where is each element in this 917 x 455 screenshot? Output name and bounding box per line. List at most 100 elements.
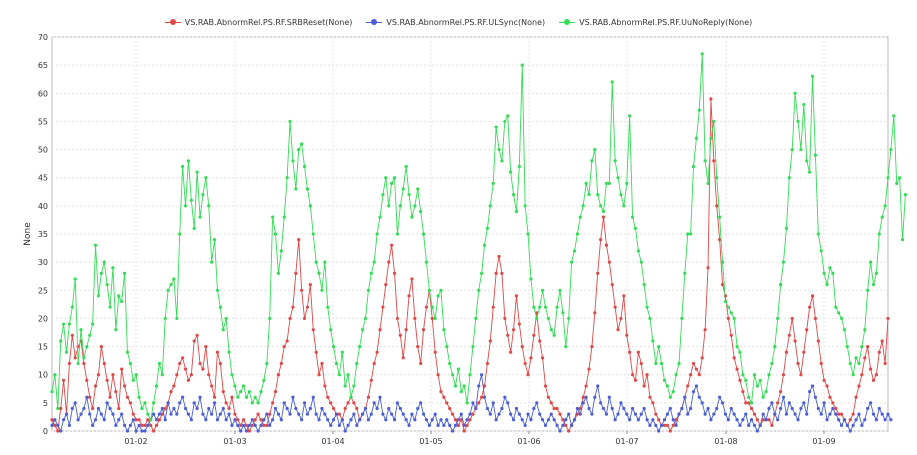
series-0-point [729, 333, 733, 337]
series-1-point [256, 429, 260, 433]
series-1-point [462, 423, 466, 427]
series-1-point [384, 418, 388, 422]
series-0-point [779, 390, 783, 394]
series-0-point [712, 159, 716, 163]
series-2-point [651, 339, 655, 343]
series-2-point [514, 209, 519, 214]
series-0-point [468, 418, 472, 422]
legend-item-ulsync[interactable]: VS.RAB.AbnormRel.PS.RF.ULSync(None) [366, 18, 545, 27]
series-2-point [523, 204, 527, 208]
series-1-point [436, 423, 440, 427]
series-1-point [453, 423, 458, 427]
series-1-point [828, 412, 832, 416]
series-0-point [828, 395, 832, 399]
series-0-point [291, 305, 295, 309]
series-0-point [860, 373, 864, 377]
series-1-point [808, 390, 812, 394]
series-1-point [477, 384, 481, 388]
series-1-point [546, 418, 550, 422]
series-0-point [738, 378, 742, 382]
series-2-point [744, 378, 748, 382]
series-0-point [601, 215, 606, 219]
series-1-point [378, 395, 382, 399]
series-0-point [500, 271, 504, 275]
series-0-point [747, 401, 751, 405]
series-2-point [456, 367, 460, 371]
series-2-point [851, 373, 855, 377]
series-1-point [175, 412, 179, 416]
series-0-point [630, 373, 635, 377]
series-2-point [241, 384, 246, 388]
series-1-point [122, 423, 127, 427]
series-2-point [596, 193, 600, 197]
series-2-point [834, 305, 838, 309]
series-0-point [462, 429, 466, 433]
series-1-point [421, 412, 426, 416]
series-1-point [552, 418, 556, 422]
series-0-point [96, 373, 101, 377]
series-2-point [726, 305, 730, 309]
series-1-point [837, 418, 841, 422]
series-0-point [250, 423, 254, 427]
series-1-point [874, 418, 878, 422]
series-0-point [300, 288, 304, 292]
series-0-point [172, 384, 176, 388]
series-2-point [149, 418, 153, 422]
series-2-point [268, 316, 272, 321]
series-0-point [125, 395, 130, 399]
series-1-point [596, 384, 600, 388]
series-2-point [630, 215, 635, 219]
legend-item-srbreset[interactable]: VS.RAB.AbnormRel.PS.RF.SRBReset(None) [164, 18, 352, 27]
legend-label-ulsync: VS.RAB.AbnormRel.PS.RF.ULSync(None) [386, 17, 546, 27]
series-0-point [874, 373, 878, 377]
series-0-point [285, 339, 289, 343]
series-0-point [355, 406, 359, 411]
series-2-point [503, 119, 507, 124]
legend-item-uunoreply[interactable]: VS.RAB.AbnormRel.PS.RF.UuNoReply(None) [559, 18, 752, 27]
series-0-point [323, 384, 327, 388]
series-1-point [587, 406, 591, 411]
series-2-point [889, 147, 893, 152]
series-1-point [648, 423, 652, 427]
series-1-point [137, 423, 141, 427]
series-0-point [433, 350, 437, 354]
series-1-point [271, 418, 275, 422]
series-1-point [723, 412, 728, 416]
series-0-point [70, 333, 74, 337]
series-1-point [854, 418, 858, 422]
series-2-point [871, 283, 876, 287]
series-0-point [450, 412, 455, 416]
series-1-point [108, 406, 112, 411]
series-1-point [300, 418, 304, 422]
y-tick-label: 45 [38, 174, 48, 183]
series-0-point [445, 401, 449, 405]
series-2-point [67, 322, 72, 326]
series-1-point [799, 406, 803, 411]
series-0-point [215, 350, 220, 354]
series-1-point [239, 429, 243, 433]
series-0-point [822, 378, 826, 382]
series-2-point [384, 176, 388, 180]
series-0-point [262, 423, 266, 427]
series-2-point [625, 181, 629, 185]
series-2-point [273, 232, 278, 236]
series-0-point [720, 283, 725, 287]
series-1-point [236, 423, 240, 427]
series-0-point [439, 390, 443, 394]
series-2-point [863, 328, 867, 332]
series-1-point [819, 412, 823, 416]
series-1-point [358, 418, 362, 422]
series-1-point [689, 406, 693, 411]
series-1-point [221, 406, 225, 411]
series-1-point [366, 418, 370, 422]
series-2-point [494, 125, 498, 129]
series-2-point [488, 204, 492, 208]
series-1-point [82, 406, 86, 411]
series-0-point [85, 378, 89, 382]
series-2-point [366, 288, 370, 292]
series-1-point [851, 423, 855, 427]
series-2-point [358, 344, 362, 349]
series-0-point [82, 361, 86, 366]
series-2-point [233, 384, 237, 388]
series-2-point [79, 328, 83, 332]
